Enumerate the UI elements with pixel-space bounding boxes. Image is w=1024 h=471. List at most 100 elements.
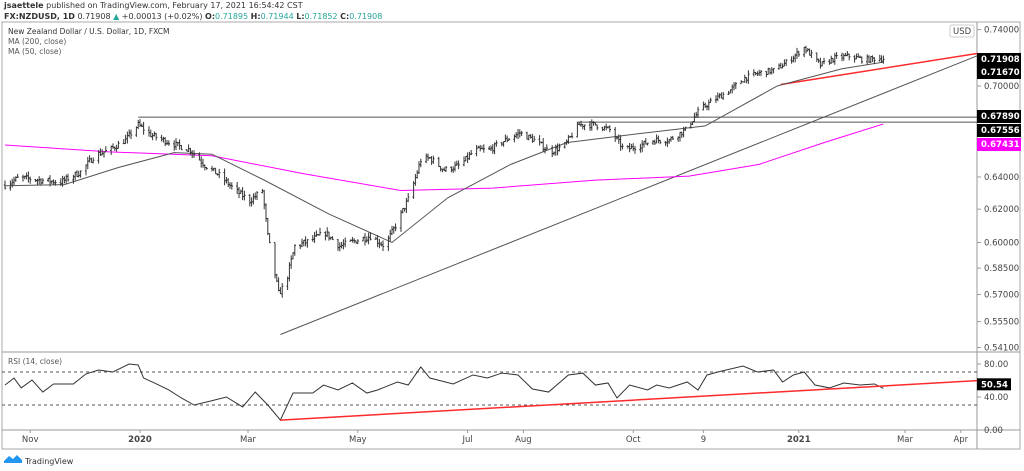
price-bar — [810, 49, 813, 58]
low-label: L: — [296, 12, 305, 21]
price-bar — [702, 101, 705, 111]
price-bar — [633, 146, 637, 154]
price-bar — [664, 141, 667, 146]
price-bar — [655, 134, 658, 144]
price-bar — [264, 203, 268, 222]
price-bar — [425, 153, 428, 164]
price-bar — [248, 194, 251, 207]
price-bar — [866, 54, 869, 65]
price-tag — [977, 138, 1021, 151]
price-bar — [815, 52, 818, 62]
price-bar — [552, 151, 556, 156]
price-bar — [187, 144, 190, 153]
low-value: 0.71852 — [304, 12, 338, 21]
time-tick-label: Mar — [897, 435, 914, 445]
price-bar — [277, 277, 280, 292]
price-bar — [792, 55, 795, 63]
price-bar — [381, 240, 385, 252]
rsi-pane[interactable] — [2, 363, 1024, 422]
price-bar — [644, 138, 647, 145]
time-tick-label: Jul — [461, 435, 472, 445]
price-bar — [426, 153, 430, 161]
price-bar — [684, 126, 687, 131]
price-bar — [302, 239, 305, 247]
price-bar — [137, 119, 140, 130]
price-bar — [380, 241, 383, 247]
price-bar — [520, 131, 523, 136]
price-tag — [977, 53, 1021, 66]
high-label: H: — [250, 12, 261, 21]
price-bar — [470, 149, 473, 156]
price-bar — [405, 198, 408, 214]
axes: 0.74000 0.70000 0.64000 0.62000 0.60000 0.585… — [22, 26, 1021, 445]
price-bar — [12, 176, 16, 186]
price-bar — [126, 131, 129, 144]
rsi-line — [4, 363, 884, 422]
price-bar — [281, 283, 284, 298]
rsi-tick-label: 0.00 — [984, 426, 1003, 436]
price-bar — [165, 139, 169, 145]
chart-frame — [1, 21, 1021, 450]
price-bar — [178, 139, 181, 150]
price-tick-label: 0.58500 — [984, 264, 1019, 274]
price-bar — [657, 135, 660, 144]
price-bar — [797, 50, 800, 57]
price-bar — [430, 156, 433, 165]
rsi-trendline-0 — [280, 379, 977, 421]
price-bar — [273, 242, 277, 279]
price-bar — [394, 223, 397, 232]
price-bar — [842, 53, 845, 61]
price-bar — [828, 59, 831, 65]
price-pane[interactable] — [3, 23, 1024, 335]
price-bar — [628, 142, 631, 153]
price-bar — [545, 144, 548, 150]
legend-ma200: MA (200, close) — [8, 37, 66, 46]
price-bar — [464, 155, 467, 162]
ma50-line — [4, 61, 884, 244]
price-tag-label: 0.67890 — [981, 112, 1020, 122]
price-bar — [857, 53, 860, 58]
legend-title: New Zealand Dollar / U.S. Dollar, 1D, FX… — [8, 27, 169, 36]
price-bar — [54, 180, 57, 186]
price-bar — [873, 57, 876, 65]
price-bar — [104, 146, 107, 153]
price-bar — [151, 133, 154, 141]
currency-badge[interactable] — [949, 24, 975, 38]
price-bar — [164, 137, 167, 147]
price-tick-label: 0.60000 — [984, 238, 1019, 248]
price-bar — [407, 193, 410, 203]
price-bar — [189, 147, 192, 156]
time-tick-label: Aug — [515, 435, 532, 445]
price-bar — [84, 164, 88, 176]
price-bar — [266, 217, 269, 236]
price-bar — [830, 55, 833, 65]
price-bar — [734, 81, 737, 89]
price-bar — [327, 231, 331, 241]
author[interactable]: jsaettele — [4, 1, 44, 10]
price-bar — [716, 92, 719, 102]
price-bar — [200, 156, 203, 168]
price-bar — [315, 230, 318, 237]
price-bar — [110, 145, 113, 155]
rsi-tick-label: 40.00 — [984, 393, 1008, 403]
price-bar — [237, 186, 241, 199]
price-bar — [848, 53, 851, 61]
triangle-up-icon: ▲ — [113, 12, 120, 21]
price-bar — [74, 171, 77, 181]
price-bar — [651, 140, 655, 145]
price-bar — [759, 69, 763, 77]
price-bar — [399, 209, 403, 232]
price-tag — [977, 124, 1021, 137]
price-bar — [882, 55, 885, 64]
price-bar — [66, 173, 70, 182]
price-bar — [444, 166, 448, 173]
rsi-value-tag — [977, 378, 1011, 391]
tradingview-logo[interactable]: TradingView — [4, 455, 74, 466]
price-bar — [155, 132, 158, 141]
price-bar — [466, 152, 469, 163]
close-label: C: — [340, 12, 350, 21]
price-bar — [389, 229, 392, 242]
price-bar — [191, 150, 194, 159]
price-bar — [414, 173, 417, 186]
